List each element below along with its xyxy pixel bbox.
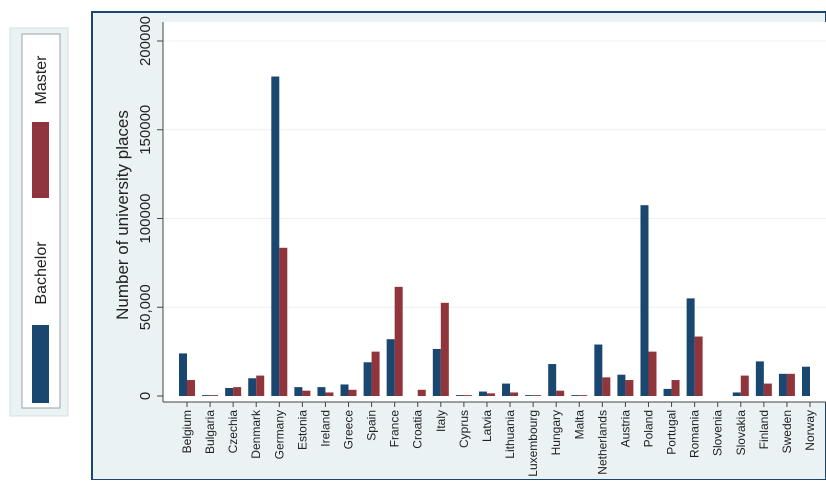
bar-master-france <box>394 286 403 396</box>
bars <box>179 76 810 396</box>
x-tick-label: Greece <box>342 410 356 450</box>
x-tick-label: Belgium <box>180 410 194 453</box>
bar-master-hungary <box>556 390 565 396</box>
plot-area <box>163 22 826 402</box>
x-tick-label: France <box>388 410 402 448</box>
bar-master-czechia <box>233 387 242 396</box>
bar-master-ireland <box>325 392 334 396</box>
x-tick-label: Estonia <box>295 410 309 450</box>
bar-bachelor-malta <box>571 395 580 396</box>
x-tick-label: Germany <box>272 410 286 459</box>
bar-bachelor-estonia <box>294 387 303 396</box>
legend-key-master <box>32 122 49 198</box>
bar-bachelor-belgium <box>179 353 187 396</box>
x-tick-label: Spain <box>365 410 379 441</box>
bar-bachelor-france <box>386 339 395 396</box>
bar-master-netherlands <box>602 377 611 396</box>
x-tick-label: Romania <box>688 410 702 458</box>
bar-master-greece <box>348 389 357 396</box>
y-tick-label: 0 <box>137 392 154 400</box>
bar-master-belgium <box>187 380 195 396</box>
bar-master-poland <box>648 351 657 396</box>
bar-master-estonia <box>302 390 311 396</box>
bar-bachelor-slovakia <box>732 392 741 396</box>
bar-master-bulgaria <box>210 395 219 396</box>
x-tick-label: Austria <box>618 410 632 448</box>
x-tick-label: Ireland <box>318 410 332 447</box>
x-tick-label: Italy <box>434 410 448 432</box>
x-axis: Belgium Bulgaria Czechia Denmark Germany Esto… <box>163 401 826 477</box>
bar-bachelor-norway <box>802 366 810 396</box>
y-tick-label: 100000 <box>137 193 154 243</box>
bar-bachelor-latvia <box>478 391 487 396</box>
x-tick-label: Latvia <box>480 410 494 442</box>
bar-bachelor-italy <box>432 348 441 396</box>
bar-master-luxembourg <box>533 395 542 396</box>
y-tick-label: 150000 <box>137 105 154 155</box>
x-tick-label: Croatia <box>411 410 425 449</box>
bar-master-malta <box>579 395 588 396</box>
x-tick-label: Sweden <box>780 410 794 453</box>
legend-label-bachelor: Bachelor <box>33 241 50 305</box>
bar-bachelor-austria <box>617 374 626 396</box>
bar-bachelor-germany <box>271 76 280 396</box>
x-tick-label: Malta <box>572 410 586 440</box>
bar-master-croatia <box>417 389 426 396</box>
x-tick-label: Slovakia <box>734 410 748 456</box>
bar-bachelor-poland <box>640 205 649 396</box>
x-tick-label: Finland <box>757 410 771 449</box>
bar-bachelor-czechia <box>225 388 234 396</box>
bar-bachelor-spain <box>363 362 372 396</box>
bar-bachelor-luxembourg <box>525 395 534 396</box>
x-tick-label: Cyprus <box>457 410 471 448</box>
bar-bachelor-romania <box>686 298 695 396</box>
x-tick-label: Hungary <box>549 410 563 455</box>
bar-master-latvia <box>486 393 495 396</box>
bar-master-cyprus <box>463 395 472 396</box>
legend-label-master: Master <box>33 55 50 105</box>
bar-master-austria <box>625 380 634 396</box>
bar-master-denmark <box>256 375 265 396</box>
bar-bachelor-ireland <box>317 387 326 396</box>
bar-bachelor-sweden <box>778 373 787 396</box>
x-tick-label: Luxembourg <box>526 410 540 477</box>
bar-bachelor-bulgaria <box>202 395 211 396</box>
x-tick-label: Bulgaria <box>203 410 217 454</box>
bar-master-germany <box>279 247 288 396</box>
y-axis-label: Number of university places <box>113 110 132 320</box>
bar-bachelor-finland <box>755 361 764 396</box>
x-tick-label: Denmark <box>249 409 263 459</box>
bar-master-italy <box>440 302 449 396</box>
bar-master-portugal <box>671 380 680 396</box>
bar-master-slovakia <box>740 375 749 396</box>
x-tick-label: Norway <box>803 410 817 451</box>
bar-bachelor-portugal <box>663 388 672 396</box>
bar-master-finland <box>763 383 772 396</box>
bar-bachelor-greece <box>340 384 349 396</box>
legend: Master Bachelor <box>32 55 50 403</box>
bar-bachelor-denmark <box>248 378 257 396</box>
bar-bachelor-cyprus <box>455 395 464 396</box>
x-tick-label: Lithuania <box>503 410 517 459</box>
bar-master-lithuania <box>510 392 519 396</box>
x-tick-label: Netherlands <box>595 410 609 475</box>
bar-bachelor-netherlands <box>594 344 603 396</box>
legend-key-bachelor <box>32 325 49 403</box>
y-axis: 0 50,000 100000 150000 200000 <box>137 16 164 402</box>
x-tick-label: Czechia <box>226 410 240 454</box>
y-tick-label: 50,000 <box>137 284 154 330</box>
x-tick-label: Portugal <box>665 410 679 455</box>
bar-master-sweden <box>786 373 795 396</box>
bar-bachelor-lithuania <box>502 383 511 396</box>
x-tick-label: Poland <box>641 410 655 447</box>
x-tick-label: Slovenia <box>711 410 725 456</box>
bar-master-romania <box>694 336 703 396</box>
y-tick-label: 200000 <box>137 16 154 66</box>
bar-master-spain <box>371 351 380 396</box>
bar-bachelor-hungary <box>548 364 557 396</box>
